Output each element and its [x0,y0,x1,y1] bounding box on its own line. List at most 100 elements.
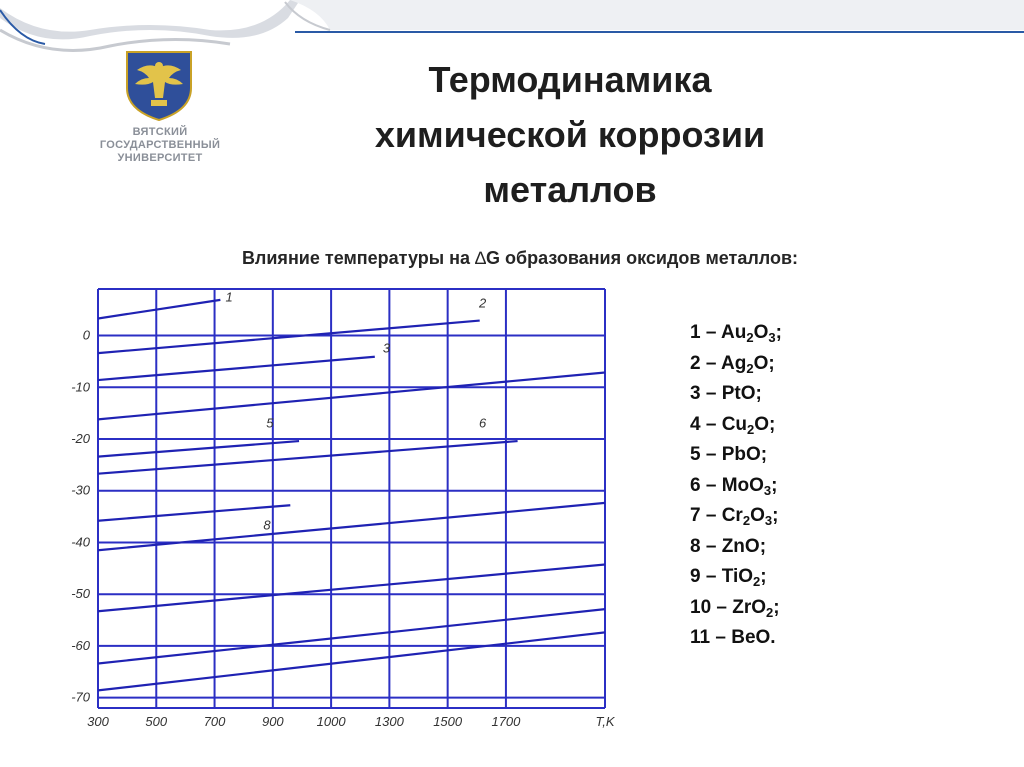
y-tick-label: -60 [71,638,91,653]
formula-text: Cu [721,413,748,435]
x-tick-label: 700 [204,714,226,728]
legend-separator: – [700,413,722,435]
formula-text: ; [772,505,779,526]
formula-subscript: 2 [746,360,754,376]
series-line-11 [98,631,605,692]
series-line-5 [98,439,300,458]
formula-text: Cr [721,505,743,526]
slide-title-line: металлов [483,169,657,210]
series-line-9 [98,563,605,613]
legend-item: 3 – PtO; [690,379,782,410]
formula-subscript: 3 [764,513,773,528]
formula-text: O; [754,413,776,435]
chart-subtitle: Влияние температуры на ∆G образования ок… [80,248,960,269]
y-tick-label: 0 [83,328,91,343]
formula-text: ZnO; [721,535,767,557]
legend-number: 2 [690,352,701,374]
university-name-line: ВЯТСКИЙ [132,126,188,138]
legend-item: 2 – Ag2O; [690,349,782,380]
subtitle-text-end: G образования оксидов металлов: [486,248,799,268]
slide-title: Термодинамика химической коррозии металл… [330,52,810,217]
series-line-4 [98,371,605,421]
delta-symbol: ∆ [474,248,486,268]
university-name: ВЯТСКИЙ ГОСУДАРСТВЕННЫЙ УНИВЕРСИТЕТ [85,126,235,165]
oxide-legend: 1 – Au2O3; 2 – Ag2O; 3 – PtO; 4 – Cu2O; 5 – … [690,318,782,654]
formula-subscript: 2 [753,574,761,589]
legend-separator: – [700,322,721,343]
y-tick-label: -40 [71,534,91,549]
legend-item: 4 – Cu2O; [690,410,782,441]
formula-subscript: 2 [747,421,755,437]
legend-number: 8 [690,535,701,557]
formula-text: ; [771,474,778,496]
legend-separator: – [710,627,732,648]
x-tick-label: 1700 [491,714,521,728]
series-line-1 [98,298,221,320]
formula-subscript: 3 [768,330,776,345]
formula-text: ; [775,322,782,343]
formula-subscript: 2 [742,513,751,528]
formula-text: MoO [721,474,764,496]
legend-number: 9 [690,566,701,587]
series-line-2 [98,319,480,355]
formula-text: Au [721,322,747,343]
series-label-2: 2 [478,296,487,311]
university-name-line: УНИВЕРСИТЕТ [117,152,203,164]
x-tick-label: 1300 [375,714,405,728]
series-line-6 [98,439,518,475]
series-label-3: 3 [383,341,391,356]
slide-title-line: Термодинамика [428,59,712,100]
y-tick-label: -70 [71,690,91,705]
formula-text: ; [760,566,767,587]
legend-item: 11 – BeO. [690,623,782,654]
x-tick-label: 500 [145,714,167,728]
legend-number: 5 [690,444,701,465]
series-label-5: 5 [266,416,274,431]
formula-text: O [753,322,769,343]
series-label-1: 1 [226,289,233,304]
series-line-10 [98,608,605,665]
series-line-7 [98,501,605,552]
formula-text: ; [773,596,780,618]
formula-text: PtO; [721,383,762,404]
x-tick-label: 1000 [317,714,347,728]
y-tick-label: -50 [71,586,91,601]
university-crest-icon [126,51,192,122]
legend-separator: – [700,352,721,374]
legend-item: 9 – TiO2; [690,562,782,593]
y-tick-label: -10 [71,379,91,394]
y-tick-label: -30 [71,483,91,498]
legend-number: 6 [690,474,701,496]
formula-text: PbO; [721,444,768,465]
formula-text: BeO. [731,627,776,648]
formula-text: TiO [721,566,754,587]
series-label-6: 6 [479,416,487,431]
legend-separator: – [700,383,722,404]
x-tick-label: 300 [87,714,109,728]
university-name-line: ГОСУДАРСТВЕННЫЙ [99,139,221,151]
formula-subscript: 3 [763,482,772,498]
legend-separator: – [700,505,722,526]
formula-text: O; [753,352,775,374]
x-axis-label: T,K [595,714,615,728]
legend-number: 4 [690,413,701,435]
formula-subscript: 2 [746,330,754,345]
y-tick-label: -20 [71,431,91,446]
legend-separator: – [700,444,722,465]
legend-item: 1 – Au2O3; [690,318,782,349]
series-line-8 [98,504,291,522]
series-label-8: 8 [263,518,271,533]
formula-text: Ag [721,352,747,374]
legend-item: 8 – ZnO; [690,532,782,563]
legend-number: 3 [690,383,701,404]
legend-separator: – [700,535,722,557]
legend-separator: – [711,596,733,618]
legend-item: 6 – MoO3; [690,471,782,502]
legend-number: 1 [690,322,701,343]
x-tick-label: 1500 [433,714,463,728]
formula-text: ZrO [732,596,767,618]
slide-title-line: химической коррозии [374,114,766,155]
legend-separator: – [700,474,722,496]
legend-item: 7 – Cr2O3; [690,501,782,532]
